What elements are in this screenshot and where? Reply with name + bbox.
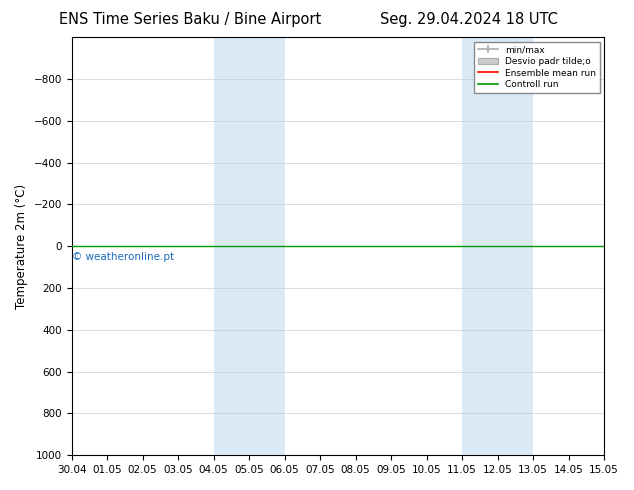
Bar [214, 37, 285, 455]
Y-axis label: Temperature 2m (°C): Temperature 2m (°C) [15, 184, 28, 309]
Legend: min/max, Desvio padr tilde;o, Ensemble mean run, Controll run: min/max, Desvio padr tilde;o, Ensemble m… [474, 42, 600, 93]
Text: Seg. 29.04.2024 18 UTC: Seg. 29.04.2024 18 UTC [380, 12, 558, 27]
Bar [462, 37, 533, 455]
Text: ENS Time Series Baku / Bine Airport: ENS Time Series Baku / Bine Airport [59, 12, 321, 27]
Text: © weatheronline.pt: © weatheronline.pt [72, 252, 174, 263]
